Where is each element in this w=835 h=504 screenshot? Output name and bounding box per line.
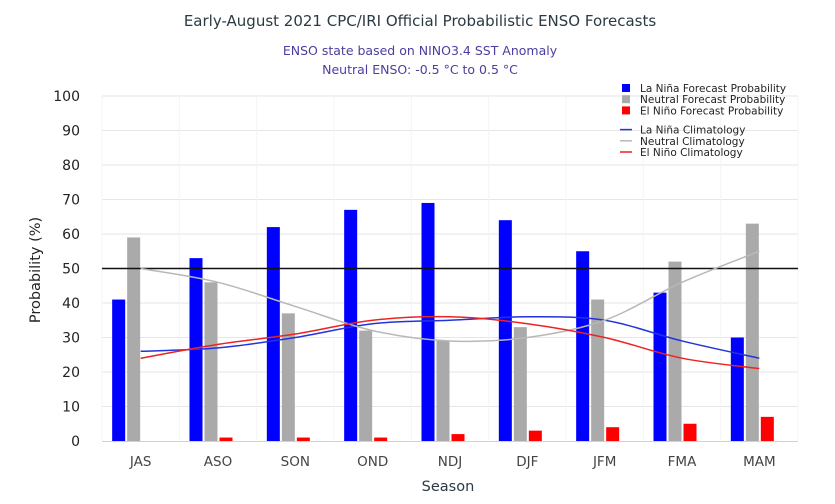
x-tick-label: SON <box>281 454 310 470</box>
y-tick-label: 40 <box>62 296 80 312</box>
bar-el-nino-djf <box>528 430 542 441</box>
y-tick-label: 80 <box>62 158 80 174</box>
bar-neutral-son <box>281 313 295 441</box>
y-tick-label: 50 <box>62 262 80 278</box>
bar-el-nino-jfm <box>606 427 620 441</box>
bar-la-nina-ond <box>344 209 358 441</box>
chart-subtitle-line-1: ENSO state based on NINO3.4 SST Anomaly <box>283 43 558 58</box>
y-tick-label: 70 <box>62 193 80 209</box>
bar-neutral-ndj <box>436 340 450 441</box>
legend-swatch-1 <box>622 95 630 104</box>
x-tick-label: FMA <box>668 454 697 470</box>
bar-neutral-fma <box>668 261 682 441</box>
bar-el-nino-son <box>296 437 310 441</box>
neutral-climatology-line <box>140 250 760 343</box>
legend-label: El Niño Climatology <box>640 147 743 159</box>
y-tick-label: 0 <box>71 434 80 450</box>
legend-label: Neutral Forecast Probability <box>640 94 785 106</box>
bar-el-nino-ond <box>374 437 388 441</box>
legend-label: La Niña Climatology <box>640 125 745 137</box>
y-tick-label: 90 <box>62 124 80 140</box>
x-tick-label: JFM <box>592 454 616 470</box>
legend-swatch-2 <box>622 106 630 115</box>
x-axis-title: Season <box>422 479 475 495</box>
bar-la-nina-mam <box>730 337 744 441</box>
bar-la-nina-son <box>266 227 280 441</box>
bar-la-nina-ndj <box>421 202 435 441</box>
x-tick-label: NDJ <box>438 454 462 470</box>
climatology-lines <box>140 250 760 370</box>
x-tick-label: JAS <box>129 454 152 470</box>
bar-el-nino-mam <box>760 416 774 441</box>
legend-swatch-0 <box>622 84 630 92</box>
la-nina-climatology-line <box>140 316 760 359</box>
bar-neutral-mam <box>745 223 759 441</box>
chart-title: Early-August 2021 CPC/IRI Official Proba… <box>184 12 657 30</box>
bar-el-nino-fma <box>683 423 697 441</box>
bars <box>112 202 774 441</box>
legend-label: La Niña Forecast Probability <box>640 83 786 95</box>
x-tick-label: OND <box>357 454 388 470</box>
y-tick-label: 30 <box>62 331 80 347</box>
y-tick-label: 100 <box>53 89 80 105</box>
x-axis-ticks: JAS ASO SON OND NDJ DJF JFM FMA MAM <box>129 454 776 470</box>
bar-neutral-ond <box>359 330 373 441</box>
x-tick-label: MAM <box>743 454 776 470</box>
bar-la-nina-jas <box>112 299 126 441</box>
chart-subtitle-line-2: Neutral ENSO: -0.5 °C to 0.5 °C <box>322 62 518 77</box>
legend-label: Neutral Climatology <box>640 136 745 148</box>
bar-neutral-aso <box>204 282 218 441</box>
y-axis-ticks: 0 10 20 30 40 50 60 70 80 90 100 <box>53 89 80 450</box>
y-axis-title: Probability (%) <box>28 217 44 323</box>
y-tick-label: 10 <box>62 400 80 416</box>
bar-neutral-djf <box>513 327 527 441</box>
x-tick-label: DJF <box>516 454 538 470</box>
y-tick-label: 60 <box>62 227 80 243</box>
bar-la-nina-djf <box>498 220 512 441</box>
legend-label: El Niño Forecast Probability <box>640 105 783 117</box>
el-nino-climatology-line <box>140 315 760 370</box>
x-tick-label: ASO <box>204 454 232 470</box>
bar-el-nino-ndj <box>451 434 465 441</box>
bar-la-nina-fma <box>653 292 667 441</box>
bar-la-nina-jfm <box>576 251 590 441</box>
bar-neutral-jas <box>127 237 141 441</box>
bar-el-nino-aso <box>219 437 233 441</box>
y-tick-label: 20 <box>62 365 80 381</box>
